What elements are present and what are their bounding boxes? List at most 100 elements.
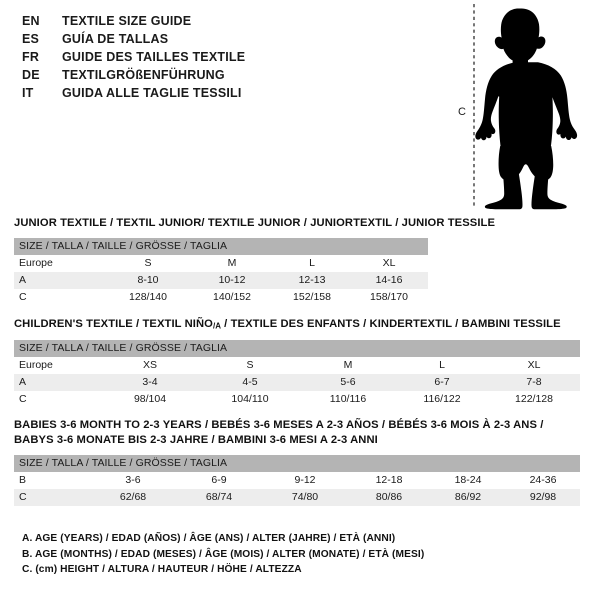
language-title-de: TEXTILGRÖßENFÜHRUNG <box>62 68 225 82</box>
row-cell: 68/74 <box>176 489 262 506</box>
row-cell: 8-10 <box>106 272 190 289</box>
language-code-it: IT <box>22 86 34 100</box>
language-code-es: ES <box>22 32 40 46</box>
table-row: B 3-6 6-9 9-12 12-18 18-24 24-36 <box>14 472 580 489</box>
row-cell: 110/116 <box>300 391 396 409</box>
table-header-row: SIZE / TALLA / TAILLE / GRÖSSE / TAGLIA <box>14 340 580 358</box>
legend-row-a: A. AGE (YEARS) / EDAD (AÑOS) / ÂGE (ANS)… <box>22 533 396 544</box>
row-cell: 3-4 <box>100 374 200 392</box>
row-cell: 9-12 <box>262 472 348 489</box>
section-title-babies-line1: BABIES 3-6 MONTH TO 2-3 YEARS / BEBÉS 3-… <box>14 419 544 431</box>
row-cell: M <box>300 357 396 375</box>
children-size-table: SIZE / TALLA / TAILLE / GRÖSSE / TAGLIA … <box>14 340 580 409</box>
row-cell: 7-8 <box>488 374 580 392</box>
table-row: A 8-10 10-12 12-13 14-16 <box>14 272 428 289</box>
legend-block: A. AGE (YEARS) / EDAD (AÑOS) / ÂGE (ANS)… <box>22 531 502 578</box>
language-row-it: IT GUIDA ALLE TAGLIE TESSILI <box>22 84 422 102</box>
row-cell: 62/68 <box>90 489 176 506</box>
table-header-row: SIZE / TALLA / TAILLE / GRÖSSE / TAGLIA <box>14 238 428 255</box>
row-cell: 12-18 <box>348 472 430 489</box>
row-cell: 3-6 <box>90 472 176 489</box>
row-cell: 10-12 <box>190 272 274 289</box>
row-cell: 6-7 <box>396 374 488 392</box>
row-cell: L <box>396 357 488 375</box>
row-cell: L <box>274 255 350 272</box>
junior-table-header-label: SIZE / TALLA / TAILLE / GRÖSSE / TAGLIA <box>14 238 428 255</box>
row-cell: 80/86 <box>348 489 430 506</box>
section-childrens-textile: CHILDREN'S TEXTILE / TEXTIL NIÑO/A / TEX… <box>14 317 580 409</box>
section-title-children-text-b: / TEXTILE DES ENFANTS / KINDERTEXTIL / B… <box>220 318 561 330</box>
section-title-babies-line2: BABYS 3-6 MONATE BIS 2-3 JAHRE / BAMBINI… <box>14 434 378 446</box>
height-measurement-figure: C <box>440 0 600 210</box>
row-label: A <box>14 374 100 392</box>
row-label: C <box>14 391 100 409</box>
row-cell: 6-9 <box>176 472 262 489</box>
language-code-en: EN <box>22 14 40 28</box>
language-code-de: DE <box>22 68 40 82</box>
language-title-fr: GUIDE DES TAILLES TEXTILE <box>62 50 246 64</box>
row-cell: M <box>190 255 274 272</box>
language-row-de: DE TEXTILGRÖßENFÜHRUNG <box>22 66 422 84</box>
toddler-body-shape <box>475 8 578 210</box>
language-row-fr: FR GUIDE DES TAILLES TEXTILE <box>22 48 422 66</box>
table-header-row: SIZE / TALLA / TAILLE / GRÖSSE / TAGLIA <box>14 455 580 472</box>
language-title-block: EN TEXTILE SIZE GUIDE ES GUÍA DE TALLAS … <box>22 12 422 102</box>
row-cell: 12-13 <box>274 272 350 289</box>
toddler-silhouette-icon <box>473 4 578 210</box>
section-title-children: CHILDREN'S TEXTILE / TEXTIL NIÑO/A / TEX… <box>14 317 580 333</box>
row-cell: 18-24 <box>430 472 506 489</box>
language-code-fr: FR <box>22 50 40 64</box>
table-row: Europe S M L XL <box>14 255 428 272</box>
children-table-header-label: SIZE / TALLA / TAILLE / GRÖSSE / TAGLIA <box>14 340 580 358</box>
row-cell: 128/140 <box>106 289 190 306</box>
section-title-junior: JUNIOR TEXTILE / TEXTIL JUNIOR/ TEXTILE … <box>14 216 496 231</box>
row-label: Europe <box>14 255 106 272</box>
legend-row-b: B. AGE (MONTHS) / EDAD (MESES) / ÂGE (MO… <box>22 548 425 560</box>
table-row: C 98/104 104/110 110/116 116/122 122/128 <box>14 391 580 409</box>
language-title-it: GUIDA ALLE TAGLIE TESSILI <box>62 86 242 100</box>
babies-size-table: SIZE / TALLA / TAILLE / GRÖSSE / TAGLIA … <box>14 455 580 506</box>
babies-table-header-label: SIZE / TALLA / TAILLE / GRÖSSE / TAGLIA <box>14 455 580 472</box>
row-label: B <box>14 472 90 489</box>
height-measure-label: C <box>458 106 467 118</box>
row-cell: 92/98 <box>506 489 580 506</box>
row-cell: XL <box>488 357 580 375</box>
row-cell: XL <box>350 255 428 272</box>
row-cell: S <box>106 255 190 272</box>
section-title-babies: BABIES 3-6 MONTH TO 2-3 YEARS / BEBÉS 3-… <box>14 418 580 448</box>
section-title-junior-text: JUNIOR TEXTILE / TEXTIL JUNIOR/ TEXTILE … <box>14 217 496 229</box>
section-title-children-text-a: CHILDREN'S TEXTILE / TEXTIL NIÑO <box>14 318 213 330</box>
row-cell: S <box>200 357 300 375</box>
legend-row-c: C. (cm) HEIGHT / ALTURA / HAUTEUR / HÖHE… <box>22 564 302 575</box>
section-title-children-subscript: /A <box>212 321 221 331</box>
table-row: Europe XS S M L XL <box>14 357 580 375</box>
row-cell: 158/170 <box>350 289 428 306</box>
row-label: Europe <box>14 357 100 375</box>
row-label: C <box>14 289 106 306</box>
table-row: C 128/140 140/152 152/158 158/170 <box>14 289 428 306</box>
row-cell: 152/158 <box>274 289 350 306</box>
row-label: C <box>14 489 90 506</box>
section-babies-textile: BABIES 3-6 MONTH TO 2-3 YEARS / BEBÉS 3-… <box>14 418 580 506</box>
row-cell: 74/80 <box>262 489 348 506</box>
language-title-es: GUÍA DE TALLAS <box>62 32 169 46</box>
row-cell: 4-5 <box>200 374 300 392</box>
row-cell: 116/122 <box>396 391 488 409</box>
table-row: A 3-4 4-5 5-6 6-7 7-8 <box>14 374 580 392</box>
language-row-en: EN TEXTILE SIZE GUIDE <box>22 12 422 30</box>
row-label: A <box>14 272 106 289</box>
row-cell: XS <box>100 357 200 375</box>
row-cell: 86/92 <box>430 489 506 506</box>
table-row: C 62/68 68/74 74/80 80/86 86/92 92/98 <box>14 489 580 506</box>
language-row-es: ES GUÍA DE TALLAS <box>22 30 422 48</box>
row-cell: 24-36 <box>506 472 580 489</box>
language-title-en: TEXTILE SIZE GUIDE <box>62 14 192 28</box>
row-cell: 5-6 <box>300 374 396 392</box>
section-junior-textile: JUNIOR TEXTILE / TEXTIL JUNIOR/ TEXTILE … <box>14 216 496 306</box>
row-cell: 14-16 <box>350 272 428 289</box>
row-cell: 140/152 <box>190 289 274 306</box>
junior-size-table: SIZE / TALLA / TAILLE / GRÖSSE / TAGLIA … <box>14 238 428 306</box>
row-cell: 98/104 <box>100 391 200 409</box>
row-cell: 104/110 <box>200 391 300 409</box>
row-cell: 122/128 <box>488 391 580 409</box>
